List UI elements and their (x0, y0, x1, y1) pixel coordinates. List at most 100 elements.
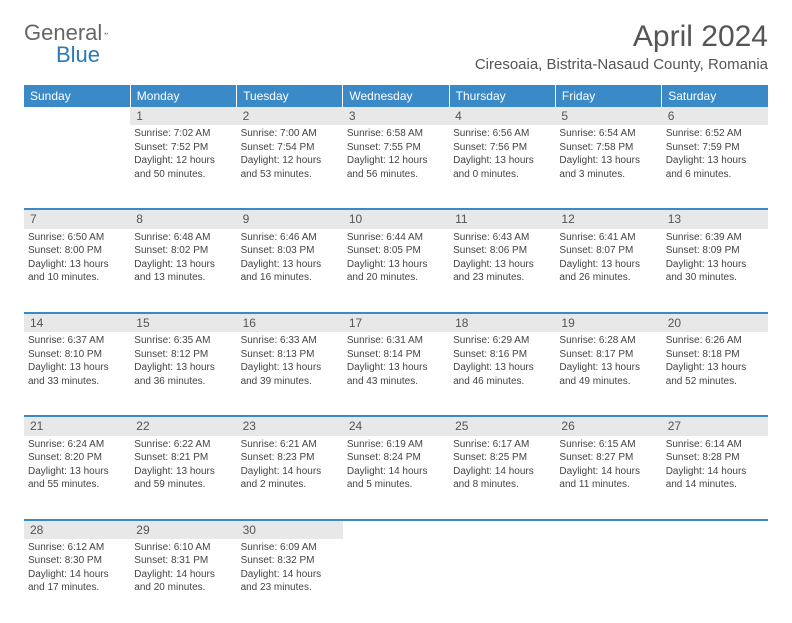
day-header-row: SundayMondayTuesdayWednesdayThursdayFrid… (24, 85, 768, 107)
day-number: 28 (24, 520, 130, 539)
day-cell: Sunrise: 6:10 AMSunset: 8:31 PMDaylight:… (130, 539, 236, 623)
day-cell: Sunrise: 6:22 AMSunset: 8:21 PMDaylight:… (130, 436, 236, 520)
day-detail-line: Sunrise: 6:50 AM (28, 231, 126, 245)
day-detail-line: Sunrise: 6:17 AM (453, 438, 551, 452)
day-number: 22 (130, 416, 236, 435)
day-detail-line: Sunset: 8:27 PM (559, 451, 657, 465)
day-detail-line: Sunrise: 6:24 AM (28, 438, 126, 452)
day-detail-line: Sunrise: 6:14 AM (666, 438, 764, 452)
day-detail-line: and 14 minutes. (666, 478, 764, 492)
day-cell: Sunrise: 6:44 AMSunset: 8:05 PMDaylight:… (343, 229, 449, 313)
day-detail-line: Daylight: 13 hours (453, 258, 551, 272)
day-detail-line: Sunset: 7:58 PM (559, 141, 657, 155)
day-detail-line: and 23 minutes. (453, 271, 551, 285)
day-detail-line: and 39 minutes. (241, 375, 339, 389)
day-number: 27 (662, 416, 768, 435)
day-number (343, 520, 449, 539)
day-detail-line: Sunrise: 6:44 AM (347, 231, 445, 245)
day-number (24, 107, 130, 125)
day-detail-line: and 11 minutes. (559, 478, 657, 492)
day-number-row: 282930 (24, 520, 768, 539)
day-cell: Sunrise: 6:24 AMSunset: 8:20 PMDaylight:… (24, 436, 130, 520)
day-detail-line: and 13 minutes. (134, 271, 232, 285)
day-cell (449, 539, 555, 623)
day-detail-line: and 26 minutes. (559, 271, 657, 285)
day-detail-line: Sunset: 8:23 PM (241, 451, 339, 465)
day-number: 4 (449, 107, 555, 125)
day-detail-line: and 6 minutes. (666, 168, 764, 182)
day-number: 5 (555, 107, 661, 125)
day-detail-line: Sunset: 8:31 PM (134, 554, 232, 568)
day-detail-line: and 5 minutes. (347, 478, 445, 492)
day-detail-line: and 2 minutes. (241, 478, 339, 492)
day-number: 20 (662, 313, 768, 332)
day-detail-line: Sunset: 7:55 PM (347, 141, 445, 155)
day-detail-line: Sunset: 8:10 PM (28, 348, 126, 362)
day-number: 16 (237, 313, 343, 332)
day-header: Thursday (449, 85, 555, 107)
day-detail-line: Daylight: 14 hours (453, 465, 551, 479)
day-number: 11 (449, 209, 555, 228)
day-detail-line: and 0 minutes. (453, 168, 551, 182)
day-detail-line: Daylight: 13 hours (453, 154, 551, 168)
day-detail-line: Sunrise: 6:35 AM (134, 334, 232, 348)
day-number: 3 (343, 107, 449, 125)
day-header: Tuesday (237, 85, 343, 107)
day-number-row: 14151617181920 (24, 313, 768, 332)
day-number: 13 (662, 209, 768, 228)
day-detail-line: Daylight: 13 hours (453, 361, 551, 375)
day-number: 24 (343, 416, 449, 435)
day-detail-line: Sunset: 8:00 PM (28, 244, 126, 258)
day-cell: Sunrise: 6:12 AMSunset: 8:30 PMDaylight:… (24, 539, 130, 623)
day-detail-line: Sunset: 8:16 PM (453, 348, 551, 362)
day-details-row: Sunrise: 6:12 AMSunset: 8:30 PMDaylight:… (24, 539, 768, 623)
day-detail-line: Sunrise: 6:48 AM (134, 231, 232, 245)
day-number: 9 (237, 209, 343, 228)
day-detail-line: Daylight: 13 hours (347, 258, 445, 272)
day-detail-line: and 17 minutes. (28, 581, 126, 595)
day-number: 1 (130, 107, 236, 125)
day-number: 8 (130, 209, 236, 228)
day-detail-line: and 50 minutes. (134, 168, 232, 182)
day-detail-line: Daylight: 13 hours (28, 361, 126, 375)
logo-triangle-icon (104, 26, 108, 40)
day-cell: Sunrise: 7:00 AMSunset: 7:54 PMDaylight:… (237, 125, 343, 209)
day-detail-line: and 55 minutes. (28, 478, 126, 492)
day-number: 7 (24, 209, 130, 228)
day-detail-line: Daylight: 12 hours (241, 154, 339, 168)
day-cell: Sunrise: 6:17 AMSunset: 8:25 PMDaylight:… (449, 436, 555, 520)
day-cell: Sunrise: 6:58 AMSunset: 7:55 PMDaylight:… (343, 125, 449, 209)
day-detail-line: and 49 minutes. (559, 375, 657, 389)
day-detail-line: and 46 minutes. (453, 375, 551, 389)
day-cell: Sunrise: 6:29 AMSunset: 8:16 PMDaylight:… (449, 332, 555, 416)
day-detail-line: and 53 minutes. (241, 168, 339, 182)
day-detail-line: Sunrise: 6:15 AM (559, 438, 657, 452)
day-cell: Sunrise: 6:52 AMSunset: 7:59 PMDaylight:… (662, 125, 768, 209)
day-detail-line: Sunset: 8:02 PM (134, 244, 232, 258)
day-detail-line: Sunrise: 6:56 AM (453, 127, 551, 141)
day-detail-line: and 20 minutes. (347, 271, 445, 285)
day-detail-line: Sunrise: 6:52 AM (666, 127, 764, 141)
day-detail-line: and 30 minutes. (666, 271, 764, 285)
day-detail-line: Sunrise: 6:28 AM (559, 334, 657, 348)
day-detail-line: Sunset: 8:32 PM (241, 554, 339, 568)
day-cell: Sunrise: 6:21 AMSunset: 8:23 PMDaylight:… (237, 436, 343, 520)
day-detail-line: Daylight: 13 hours (666, 154, 764, 168)
day-detail-line: Sunrise: 6:31 AM (347, 334, 445, 348)
day-cell: Sunrise: 6:09 AMSunset: 8:32 PMDaylight:… (237, 539, 343, 623)
day-cell: Sunrise: 6:28 AMSunset: 8:17 PMDaylight:… (555, 332, 661, 416)
day-detail-line: Sunrise: 6:58 AM (347, 127, 445, 141)
day-detail-line: Sunrise: 6:26 AM (666, 334, 764, 348)
calendar-table: SundayMondayTuesdayWednesdayThursdayFrid… (24, 85, 768, 623)
day-detail-line: Sunset: 8:30 PM (28, 554, 126, 568)
day-number: 10 (343, 209, 449, 228)
day-number-row: 78910111213 (24, 209, 768, 228)
day-detail-line: Sunrise: 6:33 AM (241, 334, 339, 348)
day-detail-line: and 3 minutes. (559, 168, 657, 182)
day-detail-line: Sunrise: 6:29 AM (453, 334, 551, 348)
day-number (449, 520, 555, 539)
day-cell: Sunrise: 6:14 AMSunset: 8:28 PMDaylight:… (662, 436, 768, 520)
day-detail-line: Sunrise: 6:37 AM (28, 334, 126, 348)
day-detail-line: Daylight: 13 hours (241, 258, 339, 272)
day-detail-line: Sunrise: 6:39 AM (666, 231, 764, 245)
